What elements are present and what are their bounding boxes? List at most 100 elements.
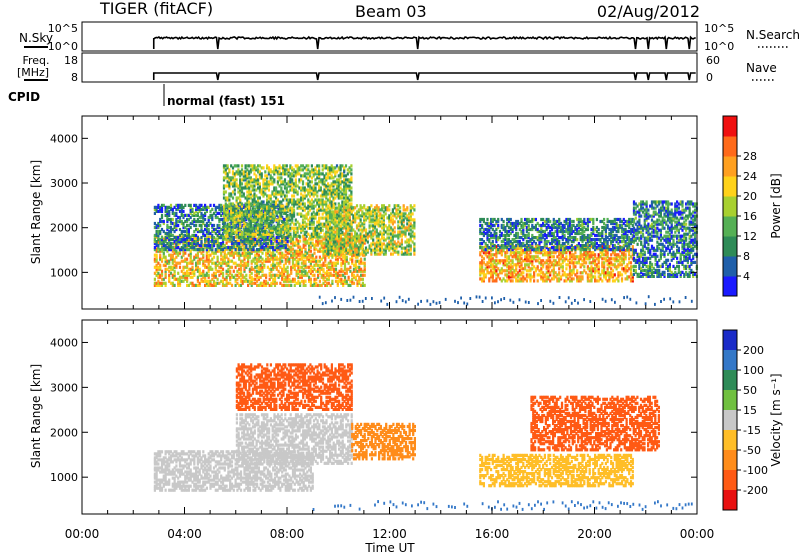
echo-cell — [254, 273, 257, 277]
echo-cell — [222, 196, 226, 200]
echo-cell — [379, 224, 382, 228]
echo-cell — [400, 242, 403, 246]
echo-cell — [316, 230, 319, 234]
echo-cell — [258, 164, 261, 168]
echo-cell — [313, 279, 316, 283]
echo-cell — [189, 242, 192, 246]
echo-cell — [296, 190, 299, 194]
echo-cell — [375, 236, 378, 240]
echo-cell — [264, 174, 267, 178]
echo-cell — [221, 233, 225, 238]
echo-cell — [187, 239, 190, 243]
echo-cell — [284, 277, 287, 281]
echo-cell — [326, 263, 329, 267]
echo-cell — [275, 255, 278, 259]
echo-cell — [334, 202, 337, 206]
echo-cell — [352, 218, 355, 222]
echo-cell — [168, 231, 171, 236]
echo-cell — [322, 253, 325, 257]
echo-cell — [360, 267, 363, 271]
echo-cell — [265, 238, 268, 242]
echo-cell — [223, 257, 226, 261]
echo-cell — [228, 180, 231, 184]
echo-cell — [207, 273, 210, 277]
echo-cell — [248, 212, 251, 216]
echo-cell — [258, 214, 261, 218]
echo-cell — [189, 261, 192, 265]
echo-cell — [302, 237, 305, 241]
echo-cell — [339, 204, 342, 208]
echo-cell — [251, 194, 254, 198]
echo-cell — [391, 220, 394, 224]
echo-cell — [248, 281, 251, 285]
echo-cell — [263, 240, 266, 244]
echo-cell — [384, 252, 387, 256]
echo-cell — [246, 212, 249, 216]
echo-cell — [336, 232, 339, 236]
echo-cell — [330, 242, 333, 246]
echo-cell — [155, 255, 158, 259]
echo-cell — [168, 217, 171, 222]
echo-cell — [248, 180, 251, 184]
echo-cell — [253, 184, 256, 188]
echo-cell — [384, 230, 387, 234]
echo-cell — [233, 220, 236, 224]
echo-cell — [307, 210, 310, 214]
echo-cell — [184, 248, 187, 252]
echo-cell — [200, 273, 203, 277]
echo-cell — [228, 222, 231, 226]
echo-cell — [282, 269, 286, 273]
echo-cell — [245, 217, 248, 222]
echo-cell — [267, 194, 270, 198]
echo-cell — [338, 216, 341, 220]
echo-cell — [205, 229, 208, 234]
echo-cell — [191, 269, 194, 273]
echo-cell — [286, 240, 289, 244]
echo-cell — [393, 206, 396, 210]
echo-cell — [397, 220, 400, 224]
echo-cell — [231, 178, 235, 182]
echo-cell — [257, 200, 260, 204]
echo-cell — [228, 228, 231, 232]
echo-cell — [370, 244, 373, 248]
echo-cell — [304, 273, 307, 277]
echo-cell — [230, 240, 234, 244]
echo-cell — [164, 263, 167, 267]
echo-cell — [200, 242, 203, 246]
echo-cell — [351, 271, 354, 275]
echo-cell — [238, 246, 241, 250]
echo-cell — [271, 208, 274, 212]
echo-cell — [363, 273, 366, 277]
echo-cell — [259, 281, 262, 285]
echo-cell — [343, 178, 346, 182]
echo-cell — [293, 283, 296, 287]
echo-cell — [284, 257, 287, 261]
echo-cell — [246, 196, 249, 200]
echo-cell — [228, 178, 231, 182]
echo-cell — [343, 275, 347, 279]
echo-cell — [269, 182, 272, 186]
echo-cell — [240, 168, 244, 172]
echo-cell — [198, 257, 201, 261]
echo-cell — [381, 208, 384, 212]
echo-cell — [307, 184, 310, 188]
echo-cell — [262, 184, 265, 188]
echo-cell — [293, 253, 296, 257]
echo-cell — [268, 259, 271, 263]
echo-cell — [166, 231, 169, 236]
echo-cell — [196, 259, 199, 263]
echo-cell — [189, 215, 192, 220]
echo-cell — [303, 220, 306, 224]
echo-cell — [171, 233, 174, 238]
echo-cell — [177, 203, 180, 207]
echo-cell — [361, 214, 364, 218]
echo-cell — [399, 216, 402, 220]
echo-cell — [169, 257, 173, 261]
echo-cell — [216, 244, 219, 248]
echo-cell — [390, 246, 393, 250]
echo-cell — [314, 188, 317, 192]
echo-cell — [368, 218, 371, 222]
echo-cell — [275, 246, 278, 250]
echo-cell — [273, 200, 276, 204]
echo-cell — [249, 202, 252, 206]
